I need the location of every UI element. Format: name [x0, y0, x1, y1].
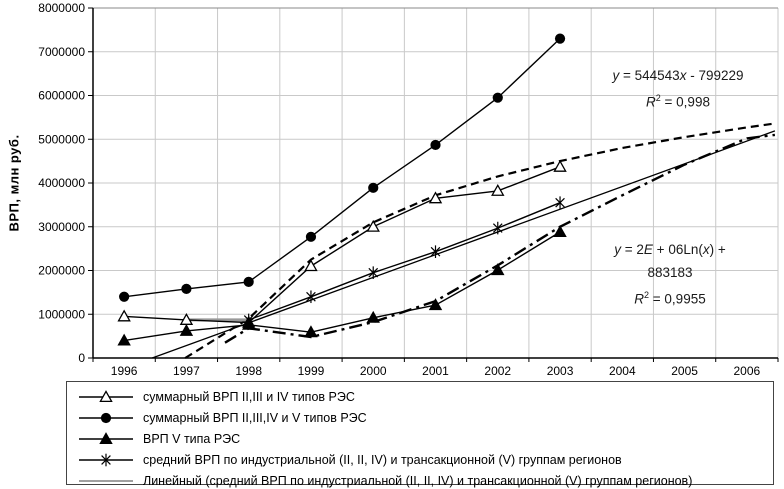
marker-triangle-filled [179, 323, 194, 336]
marker-asterisk [101, 453, 111, 466]
y-tick-label: 6000000 [38, 89, 85, 103]
series-line-circle-filled [124, 38, 561, 298]
marker-triangle-open [304, 259, 318, 272]
marker-asterisk [306, 290, 316, 304]
x-tick-label: 2005 [671, 364, 698, 378]
legend-marker-circle-filled [79, 412, 133, 423]
series-line-triangle-filled [123, 231, 561, 342]
marker-circle-filled [119, 291, 130, 302]
equation-line: R2 = 0,9955 [634, 290, 706, 307]
log-equation: y = 2E + 06Ln(x) + 883183 R2 = 0,9955 [614, 238, 725, 311]
marker-triangle-filled [117, 333, 131, 346]
equation-line: y = 544543x - 799229 [612, 68, 744, 83]
marker-triangle-open [366, 219, 380, 232]
marker-asterisk [492, 221, 503, 235]
marker-circle-filled [305, 231, 317, 242]
legend-marker-asterisk [79, 453, 133, 466]
x-tick-label: 1999 [298, 364, 325, 378]
y-tick-label: 2000000 [38, 264, 85, 278]
marker-asterisk [555, 196, 565, 209]
legend-marker-triangle-filled [79, 431, 133, 444]
y-axis-title: ВРП, млн руб. [6, 134, 22, 232]
x-tick-label: 2003 [547, 364, 574, 378]
marker-asterisk [430, 245, 441, 258]
equation-line: 883183 [647, 265, 693, 280]
x-tick-label: 2001 [422, 364, 449, 378]
marker-circle-filled [554, 33, 566, 44]
legend-label: суммарный ВРП II,III,IV и V типов РЭС [143, 410, 367, 425]
linear-trendline [151, 130, 776, 359]
marker-circle-filled [492, 92, 503, 103]
x-tick-label: 2004 [609, 364, 636, 378]
marker-triangle-open [99, 389, 113, 402]
legend-item: суммарный ВРП II,III,IV и V типов РЭС [77, 407, 773, 428]
marker-circle-filled [181, 283, 192, 294]
x-tick-label: 1997 [173, 364, 200, 378]
equation-line: y = 2E + 06Ln(x) + [614, 242, 726, 257]
legend-label: Линейный (средний ВРП по индустриальной … [143, 473, 693, 488]
linear-equation: y = 544543x - 799229 R2 = 0,998 [613, 64, 744, 114]
marker-circle-filled [430, 139, 441, 151]
legend-item: суммарный ВРП II,III и IV типов РЭС [77, 386, 773, 407]
marker-triangle-filled [99, 431, 113, 444]
x-tick-label: 2000 [360, 364, 387, 378]
marker-triangle-filled [366, 310, 380, 323]
marker-triangle-filled [428, 298, 443, 311]
y-tick-label: 1000000 [38, 307, 85, 321]
log-trendline-dashed [184, 122, 776, 359]
series-markers-circle-filled [119, 33, 566, 302]
marker-asterisk [368, 266, 379, 279]
marker-triangle-filled [553, 225, 567, 238]
equation-line: R2 = 0,998 [646, 93, 710, 110]
legend-item: Линейный (средний ВРП по индустриальной … [77, 470, 773, 489]
series-line-asterisk [248, 202, 561, 321]
legend-marker-triangle-open [79, 389, 133, 402]
marker-triangle-open [117, 309, 131, 322]
legend-label: суммарный ВРП II,III и IV типов РЭС [143, 389, 355, 404]
series-line-triangle-open [124, 166, 561, 324]
tick-labels: 0 1000000 2000000 3000000 4000000 5000000 6000… [38, 1, 760, 378]
legend-label: ВРП V типа РЭС [143, 431, 241, 446]
x-tick-label: 2006 [734, 364, 761, 378]
marker-triangle-open [491, 183, 505, 196]
marker-triangle-open [428, 191, 443, 204]
axes [88, 7, 779, 362]
legend-item: ВРП V типа РЭС [77, 428, 773, 449]
y-tick-label: 4000000 [38, 176, 85, 190]
series-markers-asterisk [243, 196, 565, 327]
gridlines [93, 7, 779, 358]
marker-triangle-filled [304, 325, 318, 338]
x-tick-label: 2002 [484, 364, 511, 378]
marker-circle-filled [243, 276, 254, 287]
y-tick-label: 3000000 [38, 220, 85, 234]
y-tick-label: 5000000 [38, 132, 85, 146]
marker-circle-filled [100, 412, 112, 423]
marker-circle-filled [368, 182, 379, 193]
marker-triangle-open [553, 159, 567, 172]
legend-label: средний ВРП по индустриальной (II, II, I… [143, 452, 622, 467]
y-tick-label: 8000000 [38, 1, 85, 15]
marker-asterisk [243, 313, 254, 327]
marker-triangle-filled [491, 263, 505, 276]
legend-marker-none [79, 479, 133, 482]
y-tick-label: 7000000 [38, 45, 85, 59]
legend-item: средний ВРП по индустриальной (II, II, I… [77, 449, 773, 470]
x-tick-label: 1996 [111, 364, 138, 378]
legend: суммарный ВРП II,III и IV типов РЭС сумма… [66, 381, 774, 488]
y-tick-label: 0 [78, 351, 85, 365]
x-tick-label: 1998 [235, 364, 262, 378]
